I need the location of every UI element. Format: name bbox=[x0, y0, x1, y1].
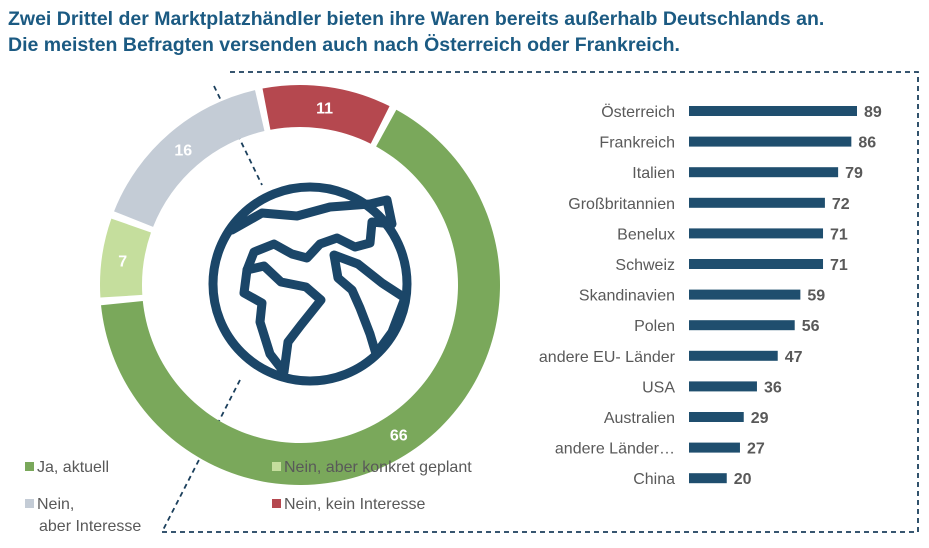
bar bbox=[689, 167, 839, 178]
bar bbox=[689, 442, 740, 453]
bar-row-china: China 20 bbox=[633, 471, 751, 488]
donut-data-label: 7 bbox=[118, 253, 127, 270]
bar bbox=[689, 259, 824, 269]
legend-item-kein-interesse: Nein, kein Interesse bbox=[272, 494, 425, 516]
bar bbox=[689, 136, 852, 147]
donut-data-label: 11 bbox=[316, 101, 333, 118]
title-line-1: Zwei Drittel der Marktplatzhändler biete… bbox=[8, 8, 825, 30]
legend-swatch bbox=[272, 462, 281, 471]
bar bbox=[689, 381, 757, 392]
bar-row-großbritannien: Großbritannien 72 bbox=[568, 196, 850, 213]
bar bbox=[689, 106, 857, 116]
category-label: Italien bbox=[632, 165, 675, 182]
donut-data-label: 16 bbox=[174, 142, 192, 159]
bar-value-label: 71 bbox=[830, 226, 848, 243]
category-label: Schweiz bbox=[615, 257, 675, 274]
title-line-2: Die meisten Befragten versenden auch nac… bbox=[8, 34, 680, 56]
legend-label: Nein, aber konkret geplant bbox=[284, 459, 472, 476]
category-label: Benelux bbox=[617, 226, 675, 243]
globe-icon bbox=[208, 182, 412, 386]
category-label: Großbritannien bbox=[568, 196, 675, 213]
bar-row-australien: Australien 29 bbox=[604, 410, 769, 427]
bar-value-label: 59 bbox=[807, 288, 825, 305]
legend-item-ja-aktuell: Ja, aktuell bbox=[25, 457, 109, 479]
donut-data-label: 66 bbox=[390, 427, 408, 444]
bar bbox=[689, 320, 795, 331]
category-label: andere EU- Länder bbox=[539, 349, 676, 366]
bar-value-label: 20 bbox=[734, 471, 752, 488]
category-label: Australien bbox=[604, 410, 675, 427]
bar-chart: Österreich 89 Frankreich 86 Italien 79 Großbri… bbox=[539, 103, 882, 488]
category-label: China bbox=[633, 471, 675, 488]
bar-value-label: 72 bbox=[832, 196, 850, 213]
bar-value-label: 56 bbox=[802, 318, 820, 335]
donut-chart: 66 7 16 11 bbox=[100, 85, 500, 486]
bar-row-italien: Italien 79 bbox=[632, 165, 863, 182]
donut-slice-nein-aber-konkret-geplant bbox=[100, 218, 151, 298]
bar-value-label: 71 bbox=[830, 257, 848, 274]
legend-swatch bbox=[25, 499, 34, 508]
bar bbox=[689, 289, 801, 300]
legend-item-konkret-geplant: Nein, aber konkret geplant bbox=[272, 457, 472, 479]
chart-title: Zwei Drittel der Marktplatzhändler biete… bbox=[8, 6, 824, 58]
legend-swatch bbox=[272, 499, 281, 508]
bar bbox=[689, 197, 825, 208]
bar bbox=[689, 473, 727, 484]
bar-row-andere-eu-länder: andere EU- Länder 47 bbox=[539, 349, 803, 366]
bar-value-label: 89 bbox=[864, 104, 882, 121]
bar-row-frankreich: Frankreich 86 bbox=[599, 135, 876, 152]
category-label: andere Länder… bbox=[555, 441, 675, 458]
legend-swatch bbox=[25, 462, 34, 471]
bar-row-polen: Polen 56 bbox=[634, 318, 820, 335]
detail-callout-frame bbox=[162, 71, 919, 533]
legend-label-line-2: aber Interesse bbox=[39, 518, 142, 535]
category-label: Polen bbox=[634, 318, 675, 335]
legend-label: Nein, kein Interesse bbox=[284, 496, 426, 513]
bar bbox=[689, 228, 824, 239]
bar-row-benelux: Benelux 71 bbox=[617, 226, 848, 243]
donut-slice-nein-aber-interesse bbox=[114, 90, 265, 227]
category-label: USA bbox=[642, 379, 675, 396]
bar-row-usa: USA 36 bbox=[642, 379, 782, 396]
bar-value-label: 79 bbox=[845, 165, 863, 182]
bar-value-label: 36 bbox=[764, 379, 782, 396]
bar-row-österreich: Österreich 89 bbox=[601, 103, 882, 121]
bar-value-label: 27 bbox=[747, 441, 765, 458]
bar bbox=[689, 350, 778, 361]
bar-row-schweiz: Schweiz 71 bbox=[615, 257, 847, 274]
category-label: Skandinavien bbox=[579, 288, 675, 305]
bar bbox=[689, 412, 744, 422]
bar-value-label: 86 bbox=[858, 135, 876, 152]
category-label: Österreich bbox=[601, 103, 675, 121]
bar-row-andere-länder: andere Länder… 27 bbox=[555, 441, 765, 458]
bar-value-label: 29 bbox=[751, 410, 769, 427]
bar-value-label: 47 bbox=[785, 349, 803, 366]
bar-row-skandinavien: Skandinavien 59 bbox=[579, 288, 825, 305]
legend-label: Ja, aktuell bbox=[37, 459, 110, 476]
legend-item-aber-interesse: Nein, aber Interesse bbox=[25, 494, 141, 538]
legend-label: Nein, bbox=[37, 496, 75, 513]
category-label: Frankreich bbox=[599, 135, 675, 152]
donut-slice-nein-kein-interesse bbox=[262, 85, 390, 144]
